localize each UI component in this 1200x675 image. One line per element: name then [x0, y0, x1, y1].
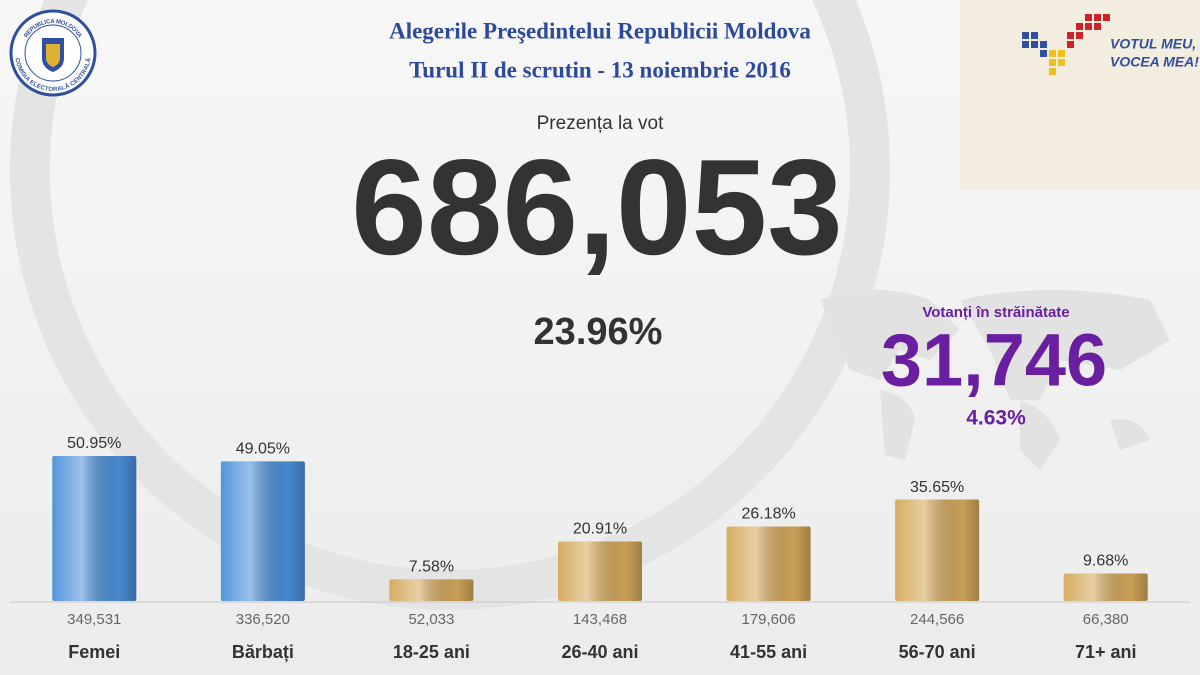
bar-sheen	[1063, 573, 1148, 601]
count-label: 66,380	[1083, 611, 1129, 628]
world-map	[820, 290, 1170, 470]
turnout-label: Prezența la vot	[537, 113, 664, 134]
bar-sheen	[558, 541, 642, 601]
count-label: 349,531	[67, 611, 121, 628]
x-tick-label: 18-25 ani	[393, 642, 470, 662]
abroad-percent: 4.63%	[966, 407, 1026, 430]
x-tick-label: Bărbați	[232, 642, 294, 662]
bar-sheen	[895, 499, 980, 601]
x-tick-label: Femei	[68, 642, 120, 662]
bar-sheen	[220, 461, 305, 601]
count-label: 143,468	[573, 611, 627, 628]
value-label: 20.91%	[573, 521, 627, 538]
bar-sheen	[52, 455, 137, 601]
x-tick-label: 26-40 ani	[561, 642, 638, 662]
value-label: 49.05%	[236, 441, 290, 458]
value-label: 50.95%	[67, 435, 121, 452]
count-label: 52,033	[408, 611, 454, 628]
count-label: 179,606	[741, 611, 795, 628]
abroad-count: 31,746	[881, 319, 1107, 402]
bar-sheen	[389, 579, 474, 601]
x-tick-label: 41-55 ani	[730, 642, 807, 662]
title: Alegerile Preşedintelui Republicii Moldo…	[389, 18, 811, 43]
bar-sheen	[726, 526, 811, 601]
value-label: 35.65%	[910, 479, 964, 496]
count-label: 336,520	[236, 611, 290, 628]
value-label: 7.58%	[409, 559, 454, 576]
logo: REPUBLICA MOLDOVA COMISIA ELECTORALĂ CEN…	[9, 9, 97, 97]
slogan-line2: VOCEA MEA!	[1110, 54, 1199, 70]
slogan-logo: VOTUL MEU, VOCEA MEA!	[1022, 14, 1199, 75]
slogan-line1: VOTUL MEU,	[1110, 36, 1196, 52]
value-label: 26.18%	[741, 506, 795, 523]
flag	[960, 0, 1200, 190]
x-tick-label: 71+ ani	[1075, 642, 1137, 662]
turnout-count: 686,053	[351, 131, 843, 283]
abroad-label: Votanți în străinătate	[922, 304, 1069, 321]
value-label: 9.68%	[1083, 553, 1128, 570]
count-label: 244,566	[910, 611, 964, 628]
subtitle: Turul II de scrutin - 13 noiembrie 2016	[409, 57, 791, 82]
turnout-percent: 23.96%	[534, 311, 663, 353]
x-tick-label: 56-70 ani	[899, 642, 976, 662]
